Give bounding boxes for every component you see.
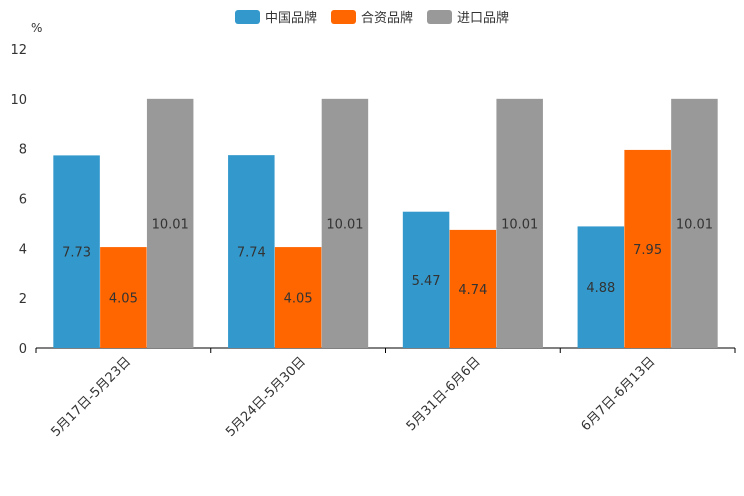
y-tick-label: 10 — [10, 93, 27, 108]
legend-swatch-imported — [427, 9, 452, 24]
x-tick-label: 5月31日-6月6日 — [404, 354, 484, 434]
bar — [321, 98, 369, 348]
bar — [496, 98, 543, 348]
bar — [228, 155, 275, 348]
data-label: 10.01 — [501, 217, 538, 232]
y-tick-label: 6 — [19, 193, 27, 208]
bar — [671, 98, 718, 348]
x-tick-label: 5月24日-5月30日 — [223, 354, 309, 440]
data-label: 10.01 — [152, 217, 189, 232]
bar — [449, 229, 497, 348]
data-label: 4.05 — [109, 292, 138, 307]
data-label: 10.01 — [326, 217, 363, 232]
legend-item-joint-venture[interactable]: 合资品牌 — [330, 7, 413, 26]
bar — [577, 226, 625, 348]
bar — [146, 98, 194, 348]
bar — [402, 211, 450, 348]
bar — [53, 155, 100, 348]
data-label: 4.74 — [458, 283, 487, 298]
data-label: 10.01 — [676, 217, 713, 232]
data-label: 5.47 — [412, 274, 441, 289]
y-axis-unit: % — [31, 21, 43, 35]
bar — [624, 149, 671, 348]
y-tick-label: 4 — [19, 242, 27, 257]
x-tick-label: 6月7日-6月13日 — [579, 354, 659, 434]
bar — [100, 247, 147, 348]
y-tick-label: 8 — [19, 143, 27, 158]
y-tick-label: 2 — [19, 292, 27, 307]
legend-label-joint-venture: 合资品牌 — [360, 11, 413, 26]
legend-swatch-domestic — [234, 9, 260, 24]
legend-item-domestic[interactable]: 中国品牌 — [234, 7, 317, 26]
y-tick-label: 12 — [10, 43, 27, 58]
legend-item-imported[interactable]: 进口品牌 — [427, 7, 509, 26]
legend: 中国品牌 合资品牌 进口品牌 — [0, 7, 744, 26]
data-label: 7.74 — [237, 246, 266, 261]
data-label: 7.73 — [62, 246, 91, 261]
legend-label-domestic: 中国品牌 — [264, 11, 317, 26]
x-tick-label: 5月17日-5月23日 — [48, 354, 134, 440]
legend-swatch-joint-venture — [330, 9, 356, 24]
bar — [274, 247, 322, 348]
y-tick-label: 0 — [19, 342, 27, 357]
data-label: 7.95 — [633, 243, 662, 258]
data-label: 4.05 — [284, 292, 313, 307]
data-label: 4.88 — [586, 281, 615, 296]
legend-label-imported: 进口品牌 — [457, 11, 510, 26]
